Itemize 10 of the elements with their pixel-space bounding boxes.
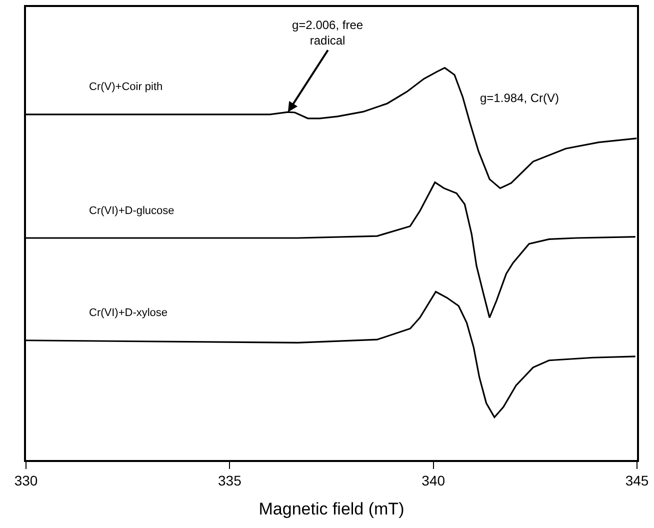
series-label: Cr(VI)+D-xylose <box>89 307 168 319</box>
x-tick-label: 330 <box>14 472 38 489</box>
x-tick-label: 345 <box>625 472 649 489</box>
x-tick-label: 340 <box>422 472 446 489</box>
x-axis-title: Magnetic field (mT) <box>258 499 404 518</box>
series-label: Cr(V)+Coir pith <box>89 81 163 93</box>
annotation: g=1.984, Cr(V) <box>480 91 560 105</box>
series-label: Cr(VI)+D-glucose <box>89 205 174 217</box>
x-tick-label: 335 <box>218 472 242 489</box>
annotation: g=2.006, free radical <box>292 18 364 48</box>
